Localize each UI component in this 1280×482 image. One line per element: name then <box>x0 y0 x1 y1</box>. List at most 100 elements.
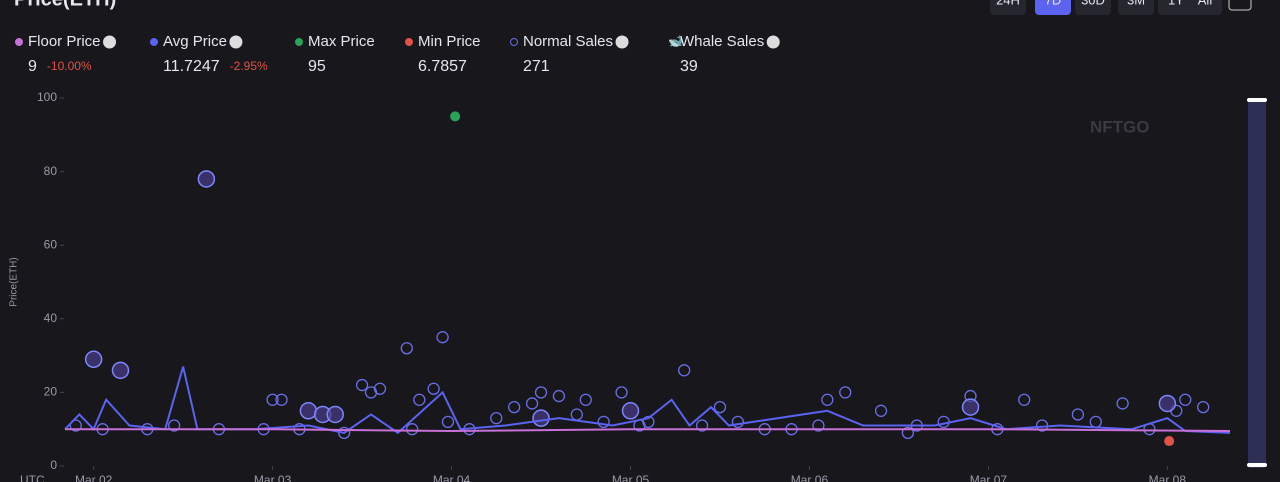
whale-sale[interactable] <box>197 170 216 188</box>
normal-sale[interactable] <box>839 386 852 399</box>
normal-sale[interactable] <box>552 389 566 403</box>
whale-sale[interactable] <box>621 402 640 420</box>
export-button[interactable] <box>1228 0 1252 11</box>
normal-sale[interactable] <box>508 400 521 414</box>
range-label[interactable]: 24H <box>996 0 1020 7</box>
range-button[interactable] <box>1075 0 1111 15</box>
normal-sale[interactable] <box>812 419 825 432</box>
legend-label[interactable]: Min Price <box>418 33 481 50</box>
normal-sale[interactable] <box>642 415 655 428</box>
range-label[interactable]: 30D <box>1081 0 1105 7</box>
normal-sale[interactable] <box>1179 393 1192 406</box>
x-tick-label: Mar 02 <box>75 473 113 482</box>
normal-sale[interactable] <box>615 386 628 399</box>
normal-sale[interactable] <box>490 412 503 425</box>
x-axis-label: UTC <box>20 473 45 482</box>
y-tick-label: 100 <box>37 90 57 104</box>
y-axis-label: Price(ETH) <box>9 257 20 306</box>
watermark: NFTGO <box>1090 117 1150 136</box>
normal-sale[interactable] <box>441 415 455 428</box>
normal-sale[interactable] <box>713 400 727 414</box>
range-label[interactable]: 7D <box>1045 0 1062 7</box>
panel-title: Price(ETH) <box>14 0 116 10</box>
price-point[interactable] <box>450 111 461 122</box>
legend-dot <box>150 38 158 46</box>
info-icon[interactable] <box>766 35 780 49</box>
range-slider[interactable] <box>1248 98 1266 468</box>
normal-sale[interactable] <box>355 378 369 392</box>
normal-sale[interactable] <box>874 404 888 417</box>
legend-label[interactable]: Floor Price <box>28 33 101 50</box>
whale-sale[interactable] <box>84 350 103 369</box>
stat-value: 11.7247 <box>163 58 220 75</box>
normal-sale[interactable] <box>427 382 440 395</box>
stat-change: -10.00% <box>47 59 92 73</box>
normal-sale[interactable] <box>413 393 426 406</box>
legend-dot <box>405 38 413 46</box>
normal-sale[interactable] <box>1197 400 1210 414</box>
whale-sale[interactable] <box>299 402 318 420</box>
price-line <box>64 366 1231 435</box>
normal-sale[interactable] <box>678 364 691 377</box>
slider-handle-bottom[interactable] <box>1247 463 1267 467</box>
legend-dot <box>510 38 518 46</box>
price-point[interactable] <box>1164 436 1175 447</box>
x-tick-label: Mar 03 <box>254 473 292 482</box>
range-button[interactable] <box>1188 0 1222 15</box>
info-icon[interactable] <box>615 35 629 49</box>
stat-change: -2.95% <box>230 59 268 73</box>
y-tick-label: 0 <box>50 458 57 472</box>
whale-sale[interactable] <box>326 405 344 424</box>
stat-value: 95 <box>308 58 326 75</box>
legend-dot <box>295 38 303 46</box>
price-line <box>65 428 1231 433</box>
slider-handle-top[interactable] <box>1247 98 1267 102</box>
range-button[interactable] <box>990 0 1026 15</box>
legend-label[interactable]: Avg Price <box>163 33 227 50</box>
range-label[interactable]: 3M <box>1127 0 1145 7</box>
legend-label[interactable]: Normal Sales <box>523 33 613 50</box>
whale-sale[interactable] <box>532 409 550 427</box>
info-icon[interactable] <box>229 35 243 49</box>
normal-sale[interactable] <box>1116 397 1129 410</box>
normal-sale[interactable] <box>266 393 279 406</box>
normal-sale[interactable] <box>821 393 834 406</box>
y-tick-label: 80 <box>44 164 58 178</box>
normal-sale[interactable] <box>373 382 387 395</box>
normal-sale[interactable] <box>436 331 449 344</box>
x-tick-label: Mar 04 <box>433 473 471 482</box>
range-label[interactable]: 1Y <box>1168 0 1184 7</box>
normal-sale[interactable] <box>168 419 181 432</box>
normal-sale[interactable] <box>275 393 288 406</box>
range-button[interactable] <box>1035 0 1071 15</box>
normal-sale[interactable] <box>338 426 351 440</box>
normal-sale[interactable] <box>534 386 548 399</box>
normal-sale[interactable] <box>901 426 915 440</box>
whale-sale[interactable] <box>1158 394 1177 413</box>
normal-sale[interactable] <box>69 419 82 432</box>
normal-sale[interactable] <box>1071 408 1085 421</box>
range-label[interactable]: All <box>1198 0 1213 7</box>
normal-sale[interactable] <box>597 415 610 428</box>
legend-label[interactable]: Whale Sales <box>680 33 764 50</box>
y-tick-label: 20 <box>44 385 58 399</box>
normal-sale[interactable] <box>579 393 592 406</box>
y-tick-label: 60 <box>44 237 58 251</box>
normal-sale[interactable] <box>731 415 745 428</box>
range-button[interactable] <box>1158 0 1194 15</box>
normal-sale[interactable] <box>1018 393 1031 406</box>
range-button[interactable] <box>1118 0 1154 15</box>
stat-value: 9 <box>28 58 37 75</box>
whale-sale[interactable] <box>961 398 980 416</box>
normal-sale[interactable] <box>400 342 413 355</box>
normal-sale[interactable] <box>406 423 419 436</box>
legend-icon: 🐋 <box>668 34 683 48</box>
stat-value: 271 <box>523 58 550 75</box>
normal-sale[interactable] <box>525 397 539 410</box>
normal-sale[interactable] <box>695 419 709 432</box>
legend-label[interactable]: Max Price <box>308 33 375 50</box>
whale-sale[interactable] <box>111 361 130 380</box>
info-icon[interactable] <box>103 35 117 49</box>
